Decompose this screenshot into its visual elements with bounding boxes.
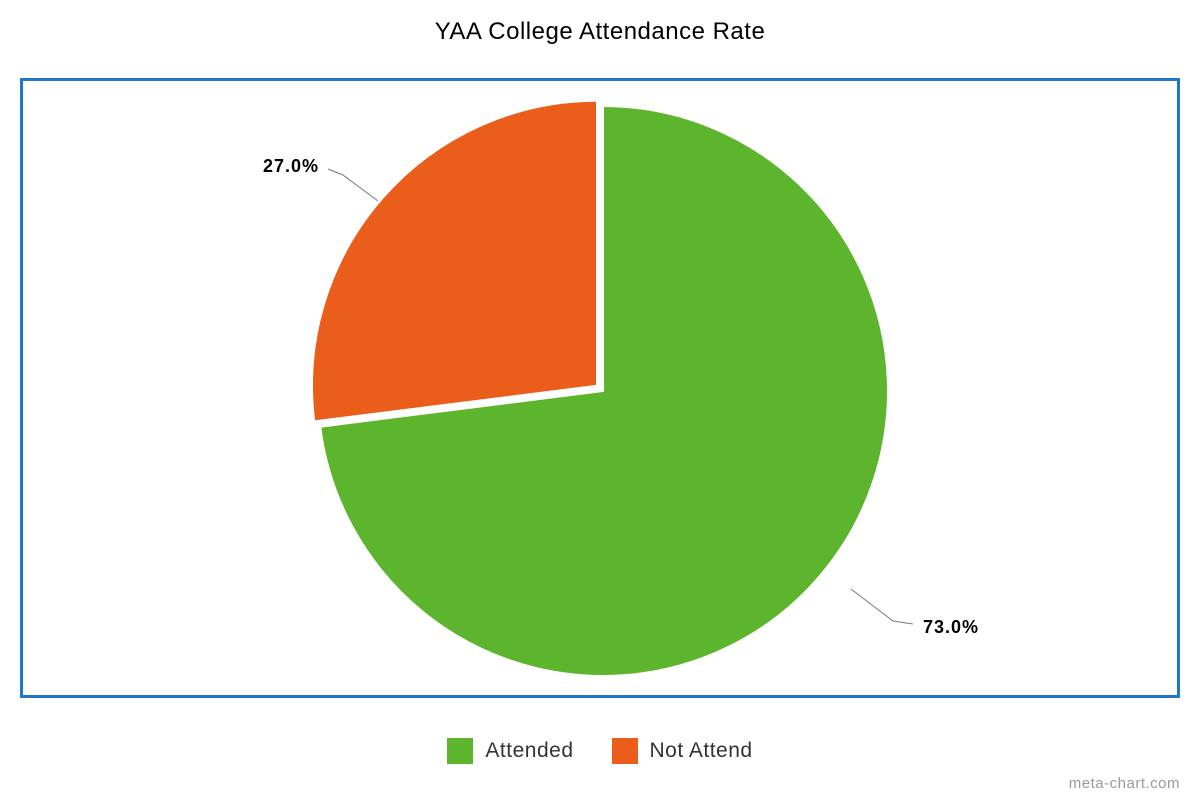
pie-slice-not-attend [312,101,597,422]
legend-swatch-not-attend [612,738,638,764]
legend: Attended Not Attend [0,738,1200,764]
slice-label-not-attend: 27.0% [263,156,319,177]
leader-line-attended [851,589,913,624]
pie-chart-svg [23,81,1177,695]
legend-swatch-attended [447,738,473,764]
chart-container: 73.0% 27.0% [20,78,1180,698]
legend-item-not-attend: Not Attend [612,738,753,764]
legend-label-not-attend: Not Attend [650,739,753,763]
legend-item-attended: Attended [447,738,573,764]
leader-line-not-attend [328,169,378,201]
slice-label-attended: 73.0% [923,617,979,638]
chart-title: YAA College Attendance Rate [0,0,1200,46]
attribution-text: meta-chart.com [1069,775,1180,792]
legend-label-attended: Attended [485,739,573,763]
